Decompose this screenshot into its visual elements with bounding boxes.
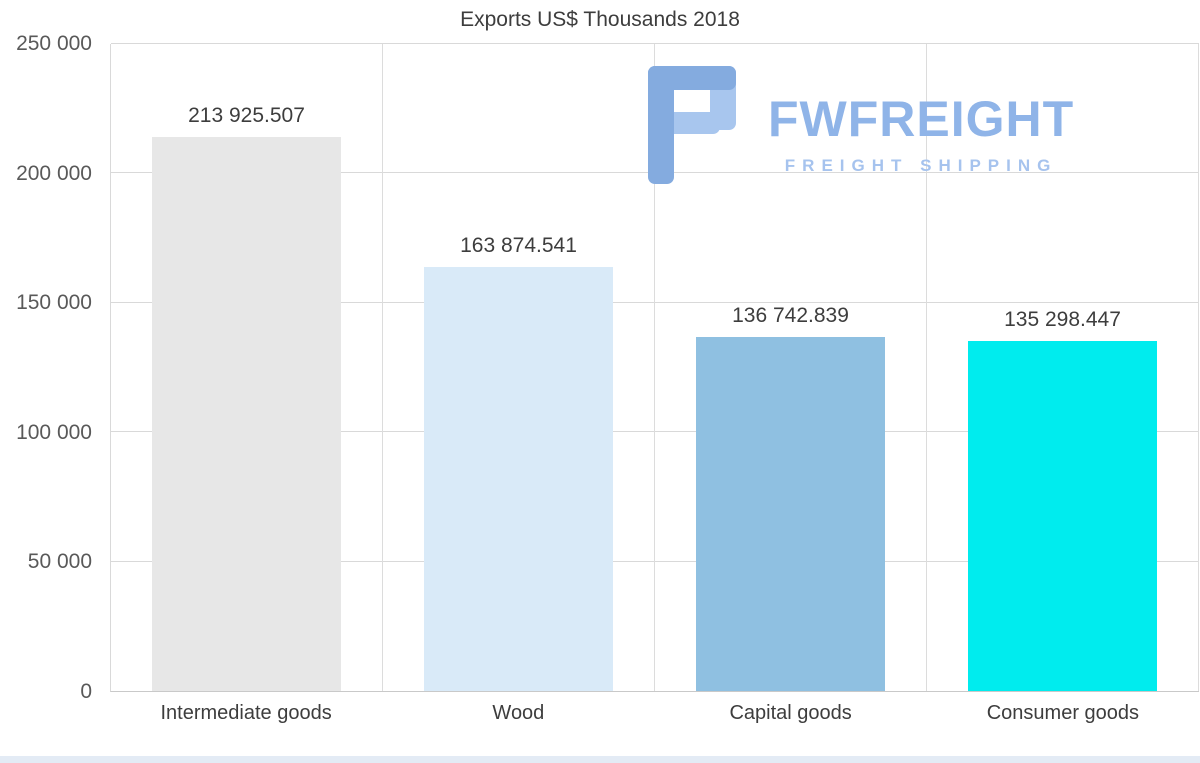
x-axis-label: Wood	[492, 702, 545, 724]
y-axis-tick-label: 150 000	[16, 291, 92, 315]
bar-value-label: 135 298.447	[1004, 307, 1121, 331]
y-axis-tick-label: 0	[80, 680, 92, 703]
plot-area: 213 925.507 163 874.541 136 742.839 135 298…	[110, 43, 1199, 692]
chart-title: Exports US$ Thousands 2018	[460, 8, 740, 31]
brand-name: FWFREIGHT	[768, 91, 1075, 147]
x-axis: Intermediate goods Wood Capital goods Consu…	[110, 702, 1199, 725]
gridline	[111, 43, 1199, 44]
x-axis-label: Capital goods	[729, 702, 852, 724]
y-axis-tick-label: 100 000	[16, 420, 92, 444]
bar[interactable]	[967, 340, 1158, 691]
category-slot: 135 298.447	[927, 44, 1199, 691]
y-axis-tick-label: 200 000	[16, 161, 92, 185]
x-axis-label: Consumer goods	[986, 702, 1140, 724]
bars-container: 213 925.507 163 874.541 136 742.839 135 298…	[111, 44, 1199, 691]
bar[interactable]	[695, 337, 886, 691]
gridline	[111, 431, 1199, 433]
gridline	[111, 560, 1199, 562]
logo-text: FWFREIGHT FREIGHT SHIPPING	[768, 66, 1074, 176]
bar-value-label: 163 874.541	[460, 233, 577, 257]
y-axis: 0 50 000 100 000 150 000 200 000 250 000	[0, 33, 100, 703]
gridline	[111, 301, 1199, 303]
bar[interactable]	[151, 137, 342, 691]
category-slot: 136 742.839	[655, 44, 927, 691]
y-axis-tick-label: 50 000	[27, 550, 92, 574]
category-slot: 163 874.541	[383, 44, 655, 691]
category-slot: 213 925.507	[111, 44, 383, 691]
y-axis-tick-label: 250 000	[16, 32, 92, 55]
brand-tagline: FREIGHT SHIPPING	[784, 156, 1058, 175]
x-axis-label: Intermediate goods	[160, 702, 332, 724]
fwfreight-logo-icon	[648, 66, 740, 189]
bottom-edge-strip	[0, 756, 1200, 763]
bar-value-label: 213 925.507	[188, 104, 305, 128]
brand-logo: FWFREIGHT FREIGHT SHIPPING	[648, 66, 1074, 189]
bar-value-label: 136 742.839	[732, 304, 849, 328]
bar[interactable]	[423, 266, 614, 691]
